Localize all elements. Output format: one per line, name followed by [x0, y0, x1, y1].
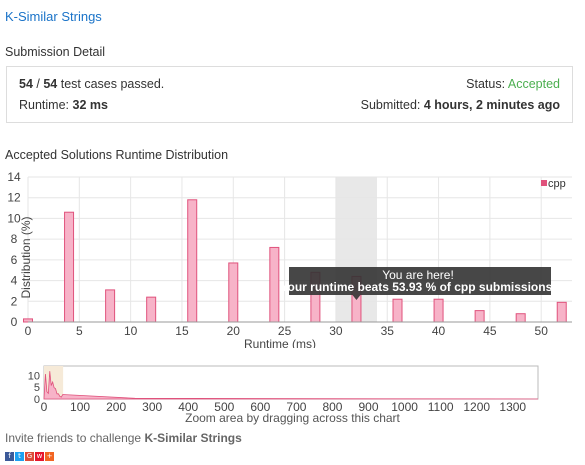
bar [515, 313, 526, 323]
invite-problem: K-Similar Strings [144, 431, 242, 445]
tooltip-line-1: You are here! [382, 268, 454, 282]
x-tick-label: 0 [25, 324, 32, 338]
bar [64, 211, 75, 323]
distribution-heading: Accepted Solutions Runtime Distribution [5, 148, 229, 162]
legend-label: cpp [548, 178, 566, 190]
x-tick-label: 35 [381, 324, 395, 338]
submitted-value: 4 hours, 2 minutes ago [423, 98, 560, 112]
nav-x-tick-label: 1100 [428, 400, 454, 414]
bar [556, 301, 567, 323]
problem-title-link[interactable]: K-Similar Strings [5, 9, 102, 24]
runtime-label: Runtime: [19, 98, 70, 112]
runtime-value: 32 ms [72, 98, 108, 112]
nav-x-tick-label: 1000 [391, 400, 418, 414]
x-tick-label: 40 [432, 324, 446, 338]
invite-prefix: Invite friends to challenge [5, 431, 142, 445]
y-tick-label: 2 [11, 294, 18, 308]
weibo-icon[interactable]: w [35, 452, 44, 461]
invite-text: Invite friends to challenge K-Similar St… [5, 431, 242, 445]
y-tick-label: 8 [11, 232, 18, 246]
submission-detail-heading: Submission Detail [5, 45, 106, 59]
runtime-row: Runtime: 32 ms Submitted: 4 hours, 2 min… [19, 98, 560, 112]
runtime-tooltip [289, 267, 551, 295]
submission-detail-panel: 54 / 54 test cases passed. Status: Accep… [6, 66, 573, 123]
bar [187, 199, 198, 323]
slash-separator: / [36, 77, 44, 91]
x-tick-label: 25 [278, 324, 292, 338]
status-label: Status: [466, 77, 506, 91]
x-tick-label: 20 [227, 324, 241, 338]
bar [269, 246, 280, 323]
navigator-frame [43, 365, 539, 400]
bar [146, 296, 157, 323]
nav-x-tick-label: 300 [142, 400, 162, 414]
test-cases-row: 54 / 54 test cases passed. Status: Accep… [19, 77, 560, 91]
passed-count: 54 [19, 77, 33, 91]
submitted-label: Submitted: [360, 98, 421, 112]
x-tick-label: 50 [535, 324, 549, 338]
y-tick-label: 12 [7, 191, 21, 205]
nav-x-tick-label: 1200 [463, 400, 490, 414]
y-tick-label: 0 [11, 315, 18, 329]
nav-x-tick-label: 0 [41, 400, 48, 414]
nav-x-tick-label: 500 [214, 400, 234, 414]
x-tick-label: 45 [483, 324, 497, 338]
nav-x-tick-label: 700 [286, 400, 306, 414]
nav-y-tick-label: 5 [34, 382, 40, 394]
y-tick-label: 4 [11, 274, 18, 288]
bar [392, 298, 403, 323]
nav-x-tick-label: 400 [178, 400, 198, 414]
zoom-hint: Zoom area by dragging across this chart [185, 411, 400, 425]
nav-x-tick-label: 800 [322, 400, 342, 414]
nav-x-tick-label: 200 [106, 400, 126, 414]
navigator-area [43, 371, 539, 400]
bar [105, 289, 116, 323]
y-axis-title: Distribution (%) [19, 216, 33, 298]
x-tick-label: 10 [124, 324, 138, 338]
twitter-icon[interactable]: t [15, 452, 24, 461]
test-cases-text: test cases passed. [60, 77, 165, 91]
bar [433, 298, 444, 323]
x-axis-title: Runtime (ms) [244, 337, 316, 348]
google-plus-icon[interactable]: G [25, 452, 34, 461]
runtime-distribution-chart[interactable]: 0 2 4 6 8 10 12 14 0 5 10 15 20 25 30 35 40 45 50 Runtime (… [0, 168, 585, 348]
bar [474, 310, 485, 323]
x-tick-label: 30 [329, 324, 343, 338]
tooltip-line-2: Your runtime beats 53.93 % of cpp submis… [280, 280, 555, 294]
nav-y-tick-label: 10 [28, 370, 40, 382]
nav-x-tick-label: 1300 [499, 400, 526, 414]
x-tick-label: 15 [175, 324, 189, 338]
total-count: 54 [43, 77, 58, 91]
status-accepted-link[interactable]: Accepted [507, 77, 560, 91]
y-tick-label: 6 [11, 253, 18, 267]
y-tick-label: 10 [7, 211, 21, 225]
legend-swatch [541, 180, 547, 186]
facebook-icon[interactable]: f [5, 452, 14, 461]
nav-x-tick-label: 600 [250, 400, 270, 414]
nav-x-tick-label: 100 [70, 400, 90, 414]
x-tick-label: 5 [76, 324, 83, 338]
submitted: Submitted: 4 hours, 2 minutes ago [361, 98, 560, 112]
status: Status: Accepted [466, 77, 560, 91]
nav-x-tick-label: 900 [359, 400, 379, 414]
bar [228, 262, 239, 323]
more-share-icon[interactable]: + [45, 452, 54, 461]
nav-y-tick-label: 0 [34, 394, 40, 406]
tooltip-pointer [352, 295, 361, 300]
y-tick-label: 14 [7, 170, 21, 184]
